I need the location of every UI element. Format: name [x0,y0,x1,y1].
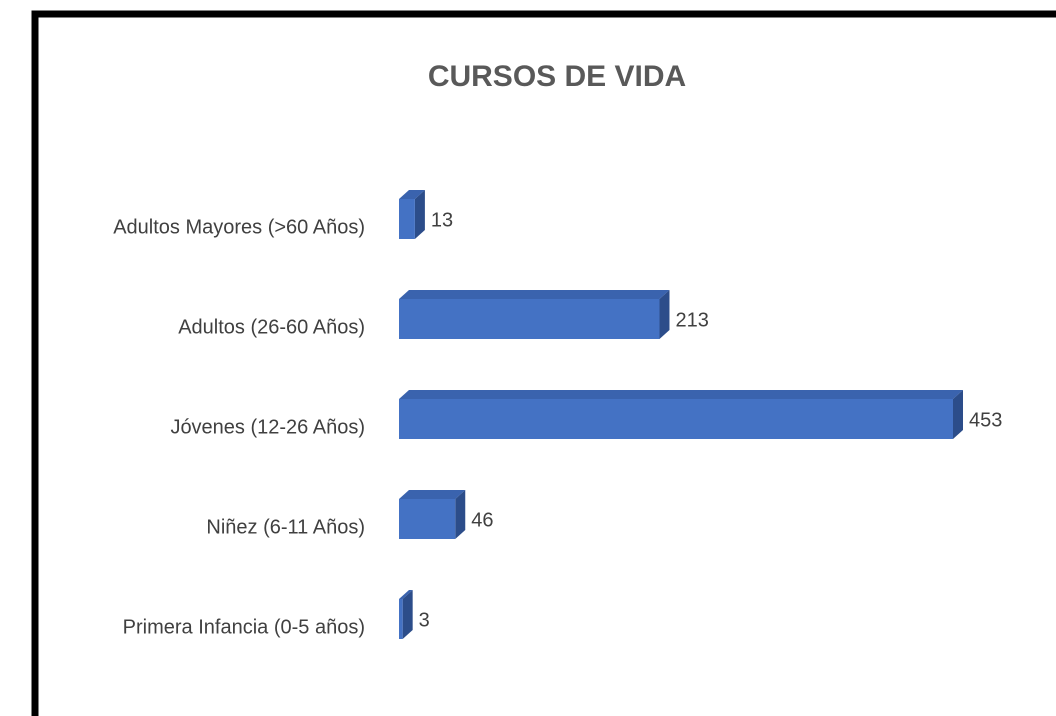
category-label: Jóvenes (12-26 Años) [170,416,365,438]
bar-side [414,190,425,239]
bar [399,390,963,439]
bar-top [399,290,670,299]
data-label: 13 [431,209,453,231]
bar-top [399,390,963,399]
data-label: 453 [969,409,1002,431]
category-label: Adultos Mayores (>60 Años) [113,216,365,238]
data-label: 46 [471,509,493,531]
bar-top [399,190,425,199]
bar-front [399,199,415,239]
bar [399,190,425,239]
category-label: Primera Infancia (0-5 años) [123,616,365,638]
bar-front [399,499,456,539]
bar [399,590,413,639]
data-label: 213 [675,309,708,331]
chart-title: CURSOS DE VIDA [428,60,686,93]
frame [31,10,1056,716]
bar-side [402,590,413,639]
bar-top [399,590,413,599]
bar-side [455,490,466,539]
bar-side [659,290,670,339]
bar-front [399,599,403,639]
category-label: Niñez (6-11 Años) [206,516,365,538]
bar-front [399,399,953,439]
bar [399,490,466,539]
data-label: 3 [419,609,430,631]
bar-side [953,390,963,439]
bar-top [399,490,466,499]
category-label: Adultos (26-60 Años) [178,316,365,338]
bar [399,290,670,339]
bar-front [399,299,660,339]
